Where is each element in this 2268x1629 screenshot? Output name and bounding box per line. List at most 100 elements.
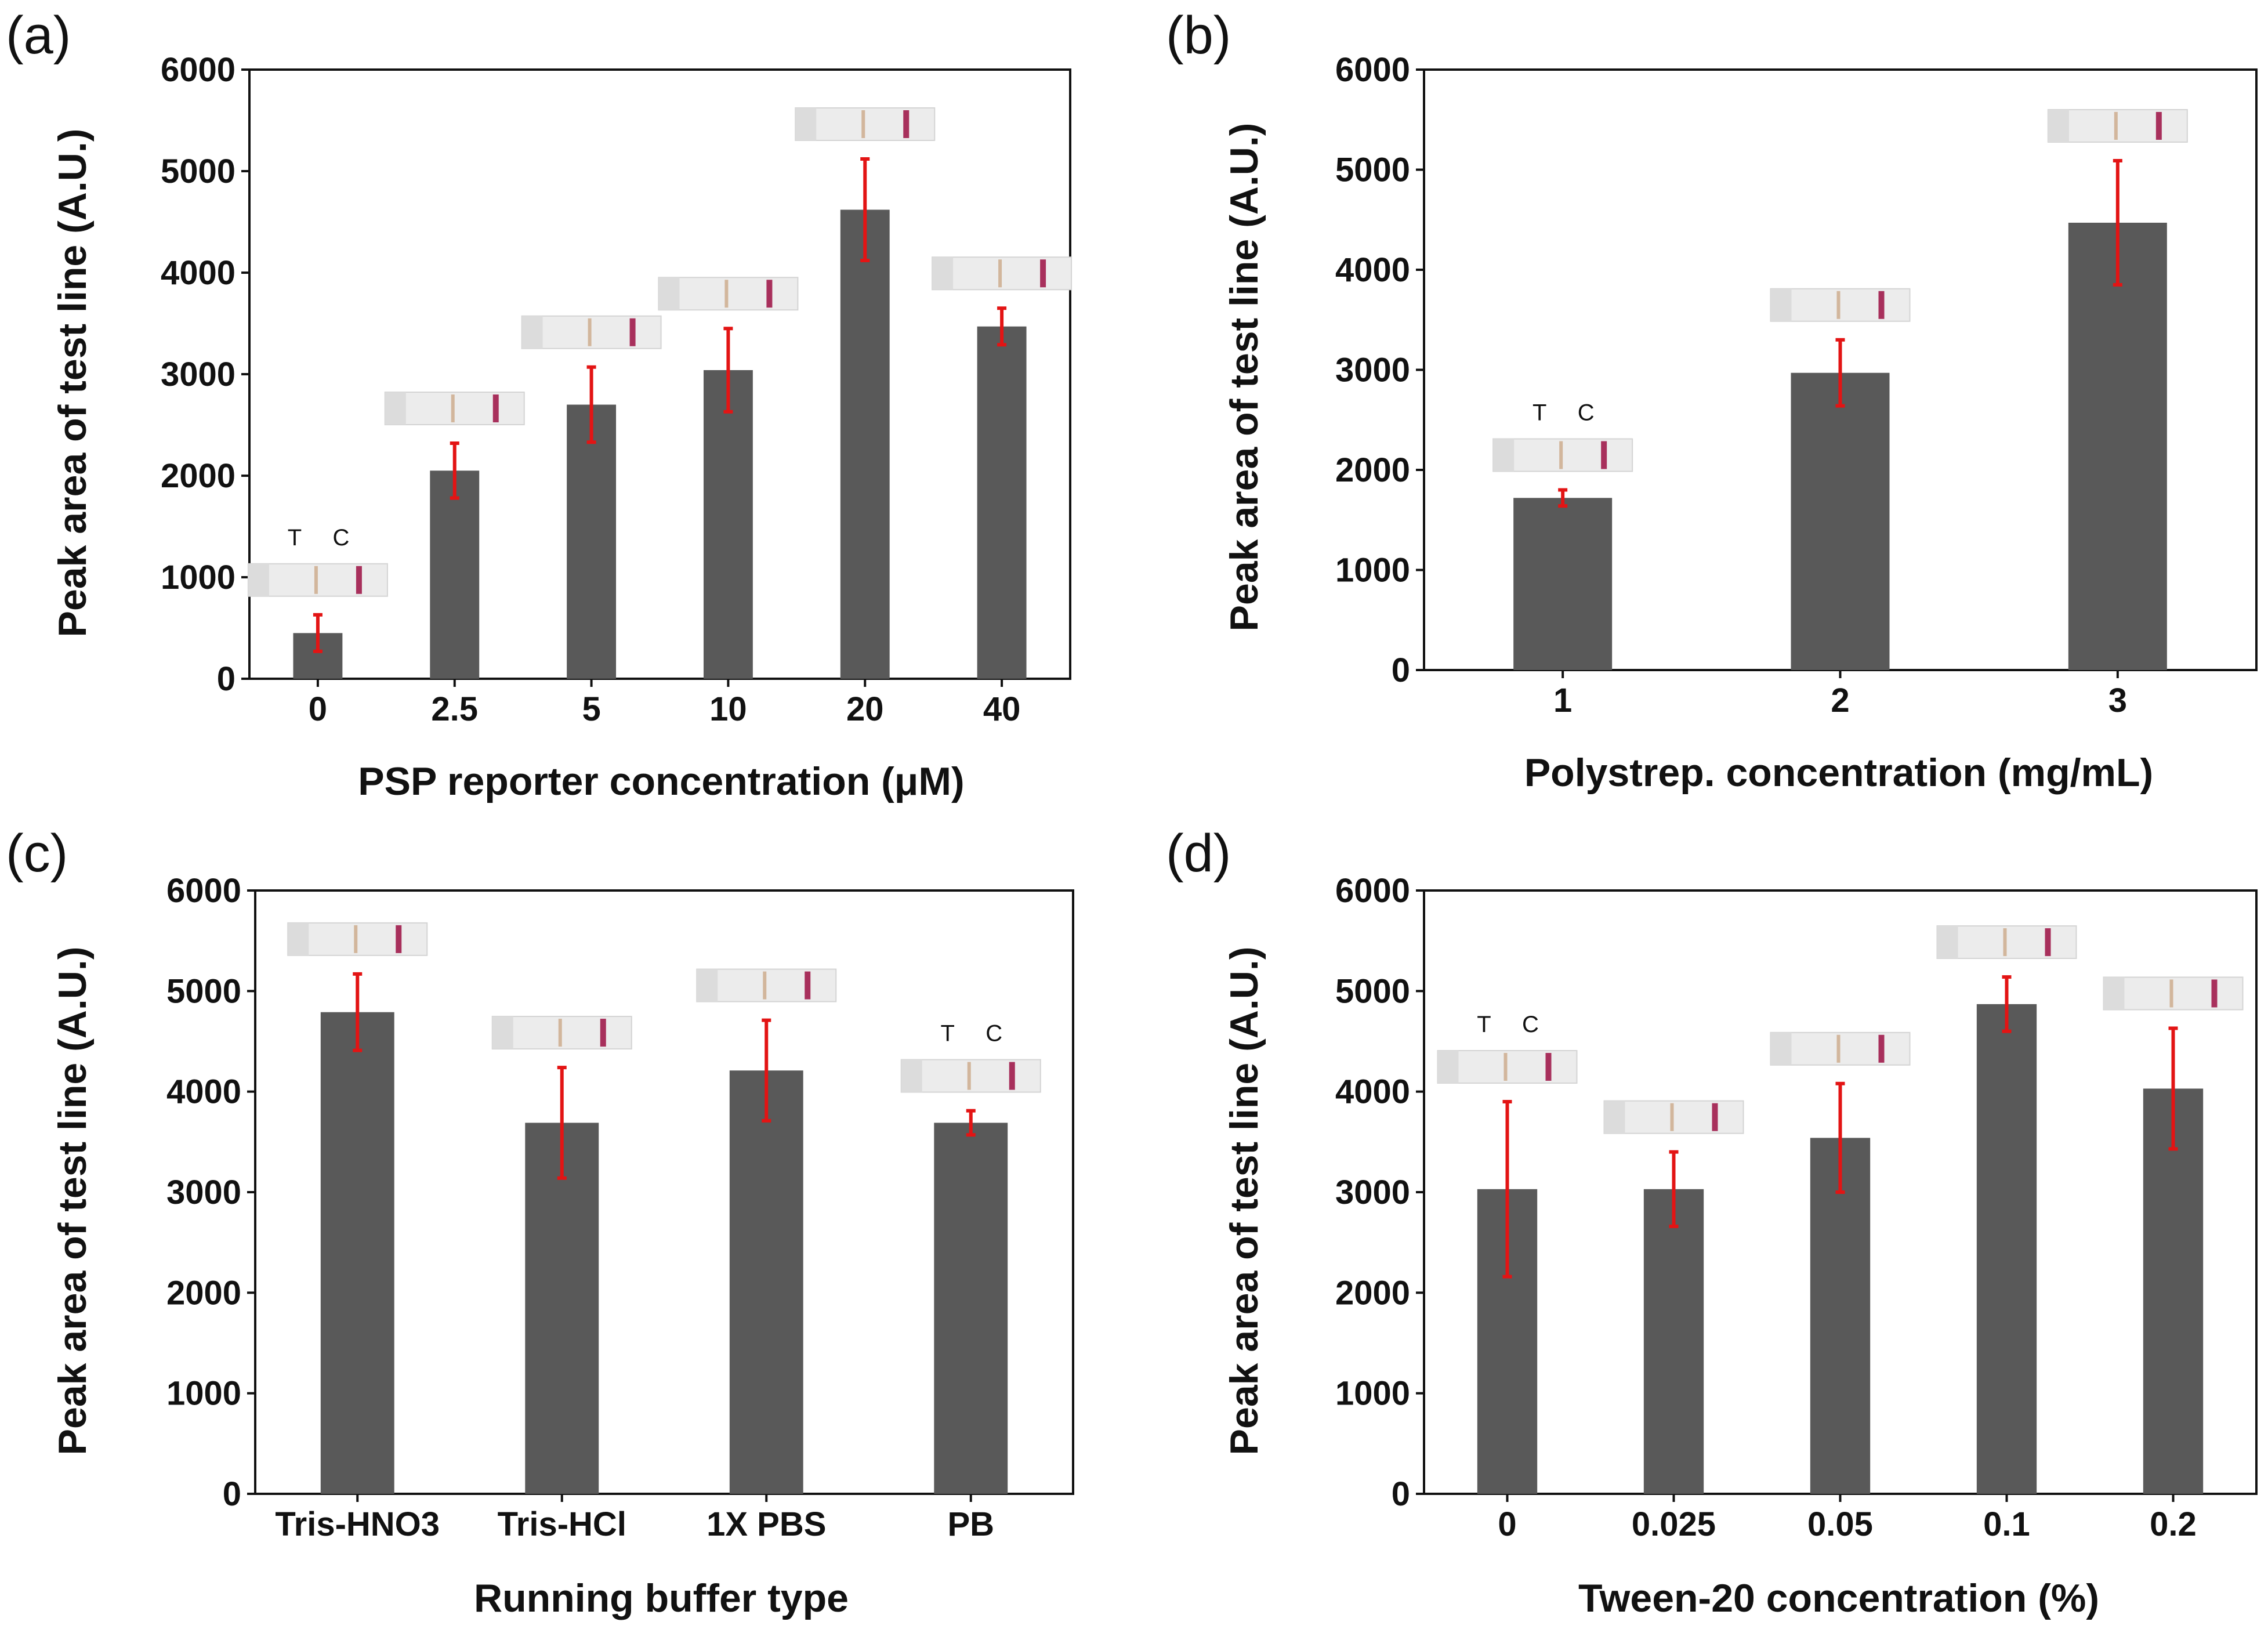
panel-a-strip-image-test-line bbox=[451, 394, 455, 422]
panel-b-strip-c-label: C bbox=[1578, 400, 1595, 426]
panel-d-strip-image bbox=[1770, 1031, 1911, 1066]
panel-a-strip-image bbox=[247, 563, 388, 597]
panel-b-xtick-label: 1 bbox=[1553, 682, 1572, 719]
panel-b-strip-image bbox=[1492, 438, 1633, 472]
panel-c-strip-image-test-line bbox=[558, 1019, 562, 1047]
panel-a-ytick-label: 0 bbox=[217, 660, 236, 698]
panel-c-error-bar bbox=[762, 1018, 771, 1123]
panel-a-strip-image-test-line bbox=[314, 566, 318, 594]
panel-d: (d) 0 1000 2000 3000 4000 5000 6000 0 T C 0.025 0.0… bbox=[1166, 824, 2258, 1620]
panel-a-strip-image-pad bbox=[932, 257, 954, 290]
panel-b-strip-image bbox=[2047, 108, 2188, 143]
panel-c-strip-image-test-line bbox=[763, 971, 767, 1000]
panel-a-strip-image bbox=[384, 392, 525, 425]
panel-d-strip-image-test-line bbox=[1836, 1034, 1841, 1063]
panel-a-strip-image-control-line bbox=[766, 280, 773, 308]
panel-c-strip-image-control-line bbox=[1009, 1062, 1015, 1090]
panel-c-bar bbox=[729, 1070, 803, 1494]
panel-a-error-bar bbox=[586, 365, 596, 444]
panel-a-strip-image bbox=[658, 277, 799, 311]
panel-c-ylabel: Peak area of test line (A.U.) bbox=[50, 947, 95, 1456]
panel-a-error-bar bbox=[997, 306, 1007, 347]
panel-d-xtick-label: 0.2 bbox=[2150, 1505, 2197, 1543]
panel-d-bar bbox=[1643, 1189, 1704, 1494]
panel-d-ytick-label: 6000 bbox=[1335, 872, 1410, 910]
panel-a-xlabel: PSP reporter concentration (μM) bbox=[358, 759, 964, 803]
panel-c-strip-image-pad bbox=[492, 1016, 513, 1049]
panel-a-xtick-label: 40 bbox=[983, 690, 1021, 728]
panel-a-ytick-label: 4000 bbox=[161, 254, 236, 292]
panel-a-xtick-label: 2.5 bbox=[431, 690, 478, 728]
panel-b-ytick-label: 3000 bbox=[1335, 352, 1410, 389]
panel-a-bar bbox=[703, 370, 753, 679]
panel-d-strip-image-pad bbox=[1770, 1032, 1792, 1065]
panel-a-bar bbox=[977, 326, 1027, 679]
panel-b-strip-image-test-line bbox=[1836, 291, 1841, 319]
panel-d-error-bar bbox=[2002, 975, 2012, 1033]
panel-a-ytick-label: 2000 bbox=[161, 457, 236, 495]
panel-b-error-bar bbox=[1835, 338, 1845, 408]
panel-a-xtick-label: 20 bbox=[846, 690, 884, 728]
panel-a-strip-image-pad bbox=[658, 277, 680, 310]
panel-a-strip-image-control-line bbox=[1040, 259, 1046, 288]
panel-a-strip-c-label: C bbox=[332, 525, 349, 551]
panel-c-strip-image-test-line bbox=[354, 925, 358, 953]
panel-a-ytick-label: 6000 bbox=[161, 51, 236, 89]
panel-d-ytick-label: 5000 bbox=[1335, 972, 1410, 1010]
panel-c-strip-image bbox=[696, 968, 837, 1002]
panel-d-strip-image-pad bbox=[1604, 1101, 1625, 1134]
panel-c-ytick-label: 2000 bbox=[166, 1274, 241, 1312]
panel-a: (a) 0 1000 2000 3000 4000 5000 6000 0 T C 2.5 5 10 20… bbox=[6, 6, 1073, 803]
panel-d-strip-image-control-line bbox=[1545, 1053, 1552, 1081]
panel-b-bar bbox=[2068, 222, 2167, 670]
panel-c-strip-image-control-line bbox=[600, 1019, 606, 1047]
panel-b-error-bar bbox=[2113, 158, 2122, 287]
panel-a-xtick-label: 10 bbox=[709, 690, 747, 728]
panel-d-strip-image-pad bbox=[1937, 926, 1958, 959]
panel-b-strip-image-pad bbox=[1770, 288, 1792, 321]
panel-c-xlabel: Running buffer type bbox=[474, 1576, 849, 1620]
panel-b-ytick-label: 6000 bbox=[1335, 51, 1410, 89]
panel-d-strip-image-control-line bbox=[1878, 1034, 1885, 1063]
panel-c-xtick-label: PB bbox=[947, 1505, 994, 1543]
panel-d-strip-c-label: C bbox=[1522, 1012, 1539, 1037]
panel-b-strip-image-test-line bbox=[1559, 441, 1563, 469]
panel-d-xtick-label: 0 bbox=[1498, 1505, 1516, 1543]
panel-b-letter: (b) bbox=[1166, 6, 1231, 65]
panel-c-strip-image bbox=[491, 1016, 632, 1050]
panel-c-strip-image-pad bbox=[697, 969, 718, 1002]
panel-a-bar bbox=[430, 470, 480, 679]
panel-b-ytick-label: 4000 bbox=[1335, 251, 1410, 289]
panel-d-strip-image-test-line bbox=[2003, 928, 2007, 957]
panel-a-strip-image-control-line bbox=[356, 566, 362, 594]
panel-c-ytick-label: 3000 bbox=[166, 1174, 241, 1211]
panel-b-xtick-label: 2 bbox=[1831, 682, 1849, 719]
panel-a-xtick-label: 0 bbox=[309, 690, 327, 728]
panel-b-bar bbox=[1791, 372, 1890, 670]
panel-a-letter: (a) bbox=[6, 6, 71, 65]
panel-c: (c) 0 1000 2000 3000 4000 5000 6000 Tris-HNO3 Tr… bbox=[6, 824, 1074, 1620]
panel-d-ytick-label: 0 bbox=[1392, 1475, 1410, 1513]
panel-b-ytick-label: 0 bbox=[1392, 651, 1410, 689]
panel-d-error-bar bbox=[1502, 1100, 1512, 1279]
panel-d-ytick-label: 4000 bbox=[1335, 1073, 1410, 1111]
panel-c-strip-image bbox=[287, 922, 428, 956]
panel-a-ytick-label: 1000 bbox=[161, 559, 236, 596]
panel-c-plot: 0 1000 2000 3000 4000 5000 6000 Tris-HNO3 Tris-H… bbox=[166, 872, 1074, 1543]
panel-a-strip-image-pad bbox=[795, 108, 817, 140]
panel-c-strip-image bbox=[900, 1059, 1041, 1093]
panel-a-bar bbox=[567, 404, 617, 679]
panel-d-strip-image bbox=[2103, 976, 2244, 1011]
panel-a-strip-image-pad bbox=[385, 392, 406, 425]
panel-a-strip-image-pad bbox=[521, 316, 543, 349]
panel-b-strip-t-label: T bbox=[1532, 400, 1546, 426]
panel-b-ytick-label: 1000 bbox=[1335, 552, 1410, 589]
panel-c-strip-image-control-line bbox=[396, 925, 402, 953]
panel-c-bar bbox=[320, 1012, 394, 1494]
panel-d-xlabel: Tween-20 concentration (%) bbox=[1578, 1576, 2099, 1620]
panel-d-strip-image-control-line bbox=[2045, 928, 2051, 957]
panel-d-strip-image-test-line bbox=[1503, 1053, 1508, 1081]
panel-c-ytick-label: 0 bbox=[223, 1475, 241, 1513]
panel-d-xtick-label: 0.1 bbox=[1983, 1505, 2030, 1543]
panel-c-ytick-label: 5000 bbox=[166, 972, 241, 1010]
